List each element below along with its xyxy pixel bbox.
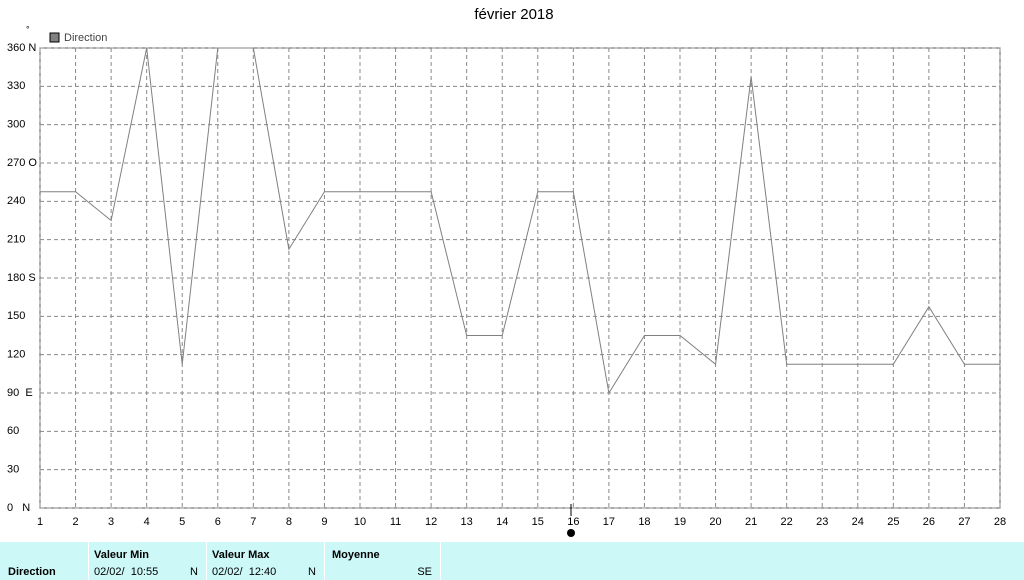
chart-title: février 2018 — [474, 6, 553, 23]
col-date: 02/02/ 12:40 — [212, 566, 277, 578]
x-tick-label: 10 — [354, 516, 366, 528]
col-value: N — [190, 566, 198, 578]
y-tick-label: 210 — [7, 234, 25, 246]
y-tick-label: 330 — [7, 80, 25, 92]
summary-table: Direction Valeur Min 02/02/ 10:55 N Valeur… — [0, 542, 1024, 580]
x-tick-label: 6 — [215, 516, 221, 528]
y-tick-label: 360 N — [7, 42, 36, 54]
x-tick-label: 25 — [887, 516, 899, 528]
x-tick-label: 15 — [532, 516, 544, 528]
x-tick-label: 18 — [638, 516, 650, 528]
x-tick-label: 5 — [179, 516, 185, 528]
x-tick-label: 14 — [496, 516, 508, 528]
y-tick-label: 150 — [7, 310, 25, 322]
y-tick-label: 180 S — [7, 272, 36, 284]
col-header: Valeur Max — [212, 549, 270, 561]
x-tick-label: 4 — [144, 516, 150, 528]
x-tick-label: 19 — [674, 516, 686, 528]
y-tick-label: 0 N — [7, 502, 30, 514]
col-date: 02/02/ 10:55 — [94, 566, 159, 578]
x-tick-label: 22 — [781, 516, 793, 528]
x-tick-label: 16 — [567, 516, 579, 528]
x-tick-label: 23 — [816, 516, 828, 528]
legend-label: Direction — [64, 32, 107, 44]
x-tick-label: 17 — [603, 516, 615, 528]
y-tick-label: 240 — [7, 195, 25, 207]
x-tick-label: 13 — [461, 516, 473, 528]
x-tick-label: 26 — [923, 516, 935, 528]
x-tick-label: 28 — [994, 516, 1006, 528]
row-label: Direction — [8, 566, 56, 578]
x-tick-label: 24 — [852, 516, 864, 528]
y-unit: ° — [26, 24, 30, 34]
x-tick-label: 9 — [321, 516, 327, 528]
col-header: Moyenne — [332, 549, 380, 561]
col-value: N — [308, 566, 316, 578]
col-value: SE — [417, 566, 432, 578]
y-tick-label: 300 — [7, 119, 25, 131]
y-tick-label: 30 — [7, 464, 19, 476]
x-tick-label: 8 — [286, 516, 292, 528]
x-tick-label: 2 — [72, 516, 78, 528]
series-line — [40, 47, 1000, 395]
y-tick-label: 270 O — [7, 157, 37, 169]
x-tick-label: 3 — [108, 516, 114, 528]
x-tick-label: 12 — [425, 516, 437, 528]
x-tick-label: 11 — [390, 516, 401, 528]
y-tick-label: 90 E — [7, 387, 33, 399]
y-tick-label: 60 — [7, 425, 19, 437]
x-tick-label: 7 — [250, 516, 256, 528]
legend-swatch — [49, 32, 60, 43]
x-tick-label: 27 — [958, 516, 970, 528]
x-tick-label: 20 — [709, 516, 721, 528]
x-tick-label: 21 — [745, 516, 757, 528]
col-header: Valeur Min — [94, 549, 150, 561]
cursor-dot — [567, 529, 575, 537]
y-tick-label: 120 — [7, 349, 25, 361]
x-tick-label: 1 — [37, 516, 43, 528]
